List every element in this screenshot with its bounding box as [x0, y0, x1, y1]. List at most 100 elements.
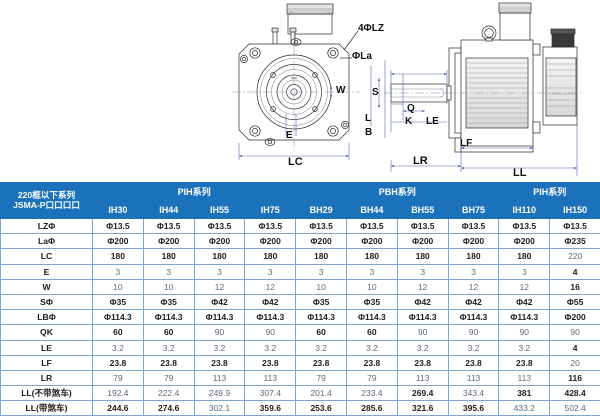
- table-row: LF 23.8 23.8 23.8 23.8 23.8 23.8 23.8 23…: [1, 355, 600, 370]
- cell: 3.2: [194, 340, 245, 355]
- cell: 269.4: [397, 386, 448, 401]
- cell: Φ200: [499, 234, 550, 249]
- cell: Φ114.3: [347, 310, 398, 325]
- cell: 302.1: [194, 401, 245, 416]
- cell: Φ114.3: [245, 310, 296, 325]
- cell: Φ114.3: [448, 310, 499, 325]
- cell: 90: [550, 325, 600, 340]
- cell: Φ114.3: [93, 310, 144, 325]
- cell: 12: [194, 279, 245, 294]
- header-group-pbh: PBH系列: [296, 183, 499, 201]
- dim-ll-label: LL: [513, 168, 526, 179]
- cell: Φ42: [448, 294, 499, 309]
- cell: 12: [448, 279, 499, 294]
- cell: 113: [397, 370, 448, 385]
- cell: Φ42: [397, 294, 448, 309]
- cell: 10: [347, 279, 398, 294]
- cell: 23.8: [93, 355, 144, 370]
- cell: 3: [93, 264, 144, 279]
- row-label-ll-with-brake: LL(带煞车): [1, 401, 93, 416]
- cell: 222.4: [143, 386, 194, 401]
- cell: 23.8: [448, 355, 499, 370]
- cell: Φ200: [347, 234, 398, 249]
- cell: 3.2: [499, 340, 550, 355]
- cell: 60: [93, 325, 144, 340]
- cell: 201.4: [296, 386, 347, 401]
- cell: Φ13.5: [296, 219, 347, 234]
- cell: 3.2: [397, 340, 448, 355]
- cell: 3.2: [296, 340, 347, 355]
- cell: 4: [550, 264, 600, 279]
- cell: 249.9: [194, 386, 245, 401]
- row-label-ll-no-brake: LL(不带煞车): [1, 386, 93, 401]
- table-row: SΦ Φ35 Φ35 Φ42 Φ42 Φ35 Φ35 Φ42 Φ42 Φ42 Φ…: [1, 294, 600, 309]
- cell: 12: [499, 279, 550, 294]
- col-ih44: IH44: [143, 201, 194, 219]
- cell: Φ13.5: [347, 219, 398, 234]
- cell: Φ13.5: [448, 219, 499, 234]
- table-body: LZΦ Φ13.5 Φ13.5 Φ13.5 Φ13.5 Φ13.5 Φ13.5 …: [1, 219, 600, 416]
- cell: Φ114.3: [397, 310, 448, 325]
- cell: 90: [397, 325, 448, 340]
- cell: Φ42: [194, 294, 245, 309]
- cell: 79: [93, 370, 144, 385]
- cell: Φ114.3: [296, 310, 347, 325]
- cell: 180: [143, 249, 194, 264]
- cell: Φ35: [347, 294, 398, 309]
- cell: Φ42: [245, 294, 296, 309]
- cell: 180: [499, 249, 550, 264]
- cell: 3.2: [143, 340, 194, 355]
- row-label-qk: QK: [1, 325, 93, 340]
- table-row: LL(带煞车) 244.6 274.6 302.1 359.6 253.6 28…: [1, 401, 600, 416]
- table-row: LZΦ Φ13.5 Φ13.5 Φ13.5 Φ13.5 Φ13.5 Φ13.5 …: [1, 219, 600, 234]
- cell: 180: [397, 249, 448, 264]
- cell: 20: [550, 355, 600, 370]
- cell: 4: [550, 340, 600, 355]
- cell: 10: [296, 279, 347, 294]
- cell: 3: [245, 264, 296, 279]
- cell: Φ13.5: [143, 219, 194, 234]
- cell: 180: [347, 249, 398, 264]
- cell: 23.8: [296, 355, 347, 370]
- cell: 90: [245, 325, 296, 340]
- cell: 285.6: [347, 401, 398, 416]
- table-row: LaΦ Φ200 Φ200 Φ200 Φ200 Φ200 Φ200 Φ200 Φ…: [1, 234, 600, 249]
- header-group-pih-1: PIH系列: [93, 183, 296, 201]
- cell: Φ114.3: [499, 310, 550, 325]
- cell: 12: [245, 279, 296, 294]
- row-label-w: W: [1, 279, 93, 294]
- row-label-le: LE: [1, 340, 93, 355]
- callout-phi-la: ΦLa: [352, 52, 372, 62]
- cell: Φ235: [550, 234, 600, 249]
- col-ih75: IH75: [245, 201, 296, 219]
- cell: 321.6: [397, 401, 448, 416]
- cell: 359.6: [245, 401, 296, 416]
- cell: 233.4: [347, 386, 398, 401]
- cell: 12: [397, 279, 448, 294]
- cell: 60: [347, 325, 398, 340]
- cell: 433.2: [499, 401, 550, 416]
- col-ih55: IH55: [194, 201, 245, 219]
- side-view: [447, 3, 577, 152]
- table-header: 220框以下系列 JSMA-P口口口口 PIH系列 PBH系列 PIH系列 IH…: [1, 183, 600, 219]
- col-ih150: IH150: [550, 201, 600, 219]
- cell: 3: [499, 264, 550, 279]
- col-bh29: BH29: [296, 201, 347, 219]
- cell: Φ35: [143, 294, 194, 309]
- cell: Φ200: [93, 234, 144, 249]
- row-label-lr: LR: [1, 370, 93, 385]
- row-label-s: SΦ: [1, 294, 93, 309]
- cell: Φ200: [296, 234, 347, 249]
- dim-q-label: Q: [407, 104, 415, 114]
- cell: Φ42: [499, 294, 550, 309]
- row-label-lf: LF: [1, 355, 93, 370]
- cell: 180: [448, 249, 499, 264]
- cell: 3: [143, 264, 194, 279]
- cell: Φ200: [245, 234, 296, 249]
- dim-le-label: LE: [426, 117, 439, 127]
- dim-b-label: B: [365, 128, 372, 138]
- cell: 79: [296, 370, 347, 385]
- row-label-e: E: [1, 264, 93, 279]
- cell: 3: [448, 264, 499, 279]
- dim-w-label: W: [336, 86, 345, 96]
